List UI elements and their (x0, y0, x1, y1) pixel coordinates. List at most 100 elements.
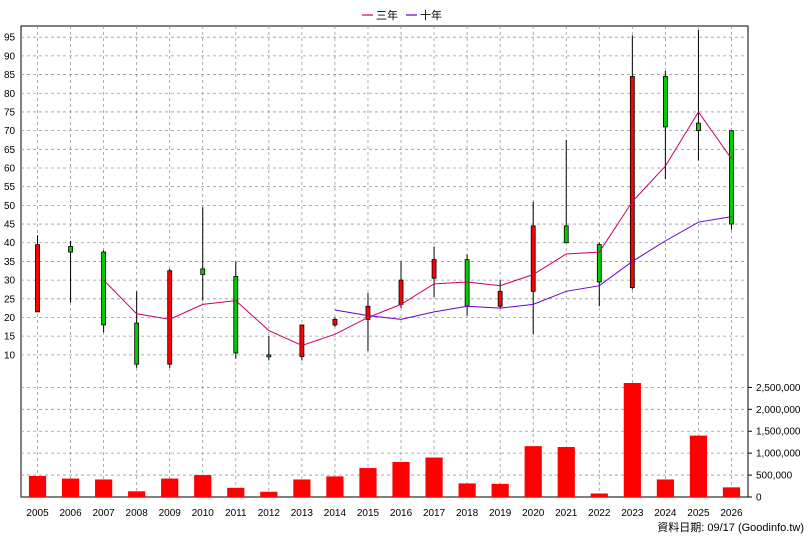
volume-tick-label: 1,000,000 (756, 449, 801, 460)
volume-tick-label: 1,500,000 (756, 427, 801, 438)
candle-body (101, 251, 107, 326)
candlesticks (35, 29, 734, 368)
candle-body (332, 318, 338, 326)
price-tick-label: 65 (4, 145, 16, 156)
price-tick-label: 70 (4, 126, 16, 137)
candle-body (35, 244, 40, 313)
volume-bar (656, 479, 674, 497)
price-tick-label: 75 (4, 107, 16, 118)
candle-body (696, 122, 701, 132)
price-tick-label: 25 (4, 294, 16, 305)
price-tick-label: 20 (4, 313, 16, 324)
volume-bar (161, 478, 179, 497)
year-tick-label: 2005 (26, 508, 49, 519)
candle-body (134, 322, 140, 365)
candle-body (68, 246, 73, 253)
year-tick-label: 2026 (720, 508, 743, 519)
price-tick-label: 60 (4, 164, 16, 175)
line-3y (103, 111, 732, 347)
candle-body (266, 354, 272, 358)
year-tick-label: 2024 (654, 508, 677, 519)
year-tick-label: 2022 (588, 508, 611, 519)
volume-bar (392, 461, 410, 497)
volume-bar (425, 457, 443, 497)
year-tick-label: 2014 (324, 508, 347, 519)
year-tick-label: 2015 (357, 508, 380, 519)
candle-body (233, 275, 239, 354)
candle-body (729, 130, 734, 225)
legend: 三年 十年 (362, 8, 442, 22)
year-tick-label: 2018 (456, 508, 479, 519)
year-tick-label: 2023 (621, 508, 644, 519)
volume-bar (557, 447, 575, 497)
year-tick-label: 2019 (489, 508, 512, 519)
price-tick-label: 55 (4, 182, 16, 193)
candle-body (365, 305, 371, 320)
price-tick-label: 80 (4, 89, 16, 100)
volume-bar (293, 479, 311, 497)
candle-body (662, 76, 668, 128)
volume-axis: 0 500,000 1,000,000 1,500,000 2,000,000 2,500… (748, 383, 801, 504)
volume-bar (458, 483, 476, 497)
gridlines (21, 26, 748, 497)
candle-body (530, 225, 536, 292)
volume-bar (260, 491, 278, 497)
volume-tick-label: 2,000,000 (756, 405, 801, 416)
year-tick-label: 2006 (59, 508, 82, 519)
price-tick-label: 90 (4, 51, 16, 62)
volume-bar (359, 468, 377, 497)
volume-bar (61, 478, 80, 497)
volume-bar (590, 493, 608, 497)
legend-label-3y: 三年 (376, 8, 398, 22)
price-tick-label: 15 (4, 332, 16, 343)
candle-body (596, 244, 602, 283)
year-tick-label: 2010 (192, 508, 215, 519)
price-tick-label: 50 (4, 201, 16, 212)
price-tick-label: 35 (4, 257, 16, 268)
volume-bar (95, 479, 113, 497)
year-tick-label: 2020 (522, 508, 545, 519)
volume-bar (326, 476, 344, 497)
price-tick-label: 10 (4, 350, 16, 361)
volume-bar (227, 487, 245, 497)
price-tick-label: 30 (4, 276, 16, 287)
candle-body (167, 270, 173, 365)
year-tick-label: 2021 (555, 508, 578, 519)
price-tick-label: 85 (4, 70, 16, 81)
price-tick-label: 95 (4, 33, 16, 44)
year-tick-label: 2017 (423, 508, 446, 519)
volume-tick-label: 2,500,000 (756, 383, 801, 394)
legend-label-10y: 十年 (420, 8, 442, 22)
price-tick-label: 45 (4, 220, 16, 231)
year-tick-label: 2013 (291, 508, 314, 519)
year-tick-label: 2011 (225, 508, 247, 519)
candle-body (563, 225, 569, 244)
volume-bar (623, 383, 641, 497)
volume-tick-label: 500,000 (756, 471, 793, 482)
year-tick-label: 2007 (92, 508, 115, 519)
volume-bar (689, 435, 708, 497)
price-tick-label: 40 (4, 238, 16, 249)
volume-tick-label: 0 (756, 493, 762, 504)
volume-bar (524, 446, 542, 497)
candle-body (497, 290, 503, 307)
volume-bar (128, 491, 146, 497)
year-tick-label: 2008 (126, 508, 149, 519)
candle-body (431, 259, 437, 279)
candle-body (200, 268, 206, 275)
candle-body (464, 259, 470, 307)
candle-body (299, 324, 305, 358)
moving-average-lines (103, 111, 732, 347)
price-axis: 10 15 20 25 30 35 40 45 50 55 60 65 70 75 80 85 90 95 (4, 33, 16, 362)
volume-bar (491, 483, 509, 497)
volume-bar (722, 487, 741, 497)
year-tick-label: 2025 (687, 508, 710, 519)
source-label: 資料日期: 09/17 (Goodinfo.tw) (657, 520, 804, 534)
candle-body (629, 76, 635, 288)
year-tick-label: 2009 (159, 508, 182, 519)
x-axis: 2005 2006 2007 2008 2009 2010 2011 2012 2013 2014… (26, 508, 743, 519)
line-10y (334, 216, 732, 320)
volume-bars (28, 383, 741, 497)
volume-bar (28, 475, 47, 497)
